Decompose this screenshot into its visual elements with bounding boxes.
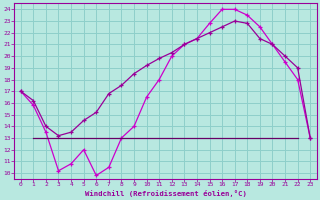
X-axis label: Windchill (Refroidissement éolien,°C): Windchill (Refroidissement éolien,°C) [84,190,246,197]
